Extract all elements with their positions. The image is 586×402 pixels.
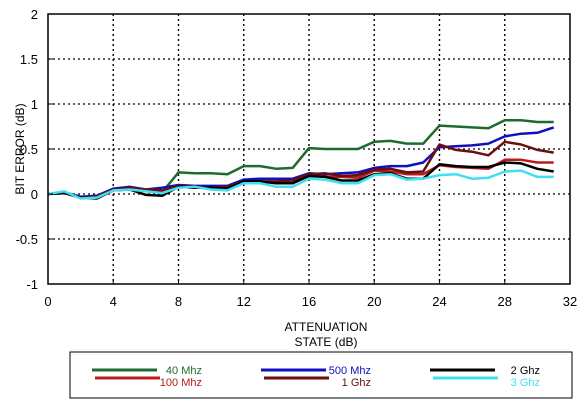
series-line-3-ghz <box>47 169 554 200</box>
series-line-1-ghz <box>47 140 554 199</box>
grid-lines <box>48 14 570 284</box>
x-tick-label: 12 <box>237 294 251 309</box>
y-tick-label: 2 <box>31 7 38 22</box>
y-tick-label: 0 <box>31 187 38 202</box>
legend-box <box>69 351 573 399</box>
legend-label-40-mhz: 40 Mhz <box>166 365 202 377</box>
y-axis-label: BIT ERROR (dB) <box>13 103 27 194</box>
y-tick-label: -1 <box>26 277 38 292</box>
x-tick-label: 0 <box>44 294 51 309</box>
series-line-40-mhz <box>47 118 554 199</box>
x-tick-label: 8 <box>175 294 182 309</box>
x-axis-label-line1: ATTENUATION <box>285 320 368 334</box>
y-tick-label: 1.5 <box>20 52 38 67</box>
x-tick-label: 32 <box>563 294 577 309</box>
x-tick-label: 20 <box>367 294 381 309</box>
y-tick-label: 1 <box>31 97 38 112</box>
y-tick-label: 0.5 <box>20 142 38 157</box>
series-line-500-mhz <box>47 126 555 198</box>
legend-label-1-ghz: 1 Ghz <box>342 377 371 389</box>
y-tick-label: -0.5 <box>16 232 38 247</box>
legend-label-3-ghz: 3 Ghz <box>511 377 540 389</box>
x-tick-label: 24 <box>432 294 446 309</box>
x-tick-label: 16 <box>302 294 316 309</box>
series-line-2-ghz <box>47 161 554 200</box>
x-tick-label: 4 <box>110 294 117 309</box>
x-tick-label: 28 <box>498 294 512 309</box>
legend-label-2-ghz: 2 Ghz <box>511 365 540 377</box>
x-axis-label-line2: STATE (dB) <box>295 335 358 349</box>
axis-ticks: 0 4 8 12 16 20 24 28 32 -1 -0.5 0 0.5 1 1.5 2 <box>16 7 578 309</box>
series-lines <box>47 118 555 200</box>
legend-label-100-mhz: 100 Mhz <box>160 377 202 389</box>
legend-label-500-mhz: 500 Mhz <box>329 365 371 377</box>
